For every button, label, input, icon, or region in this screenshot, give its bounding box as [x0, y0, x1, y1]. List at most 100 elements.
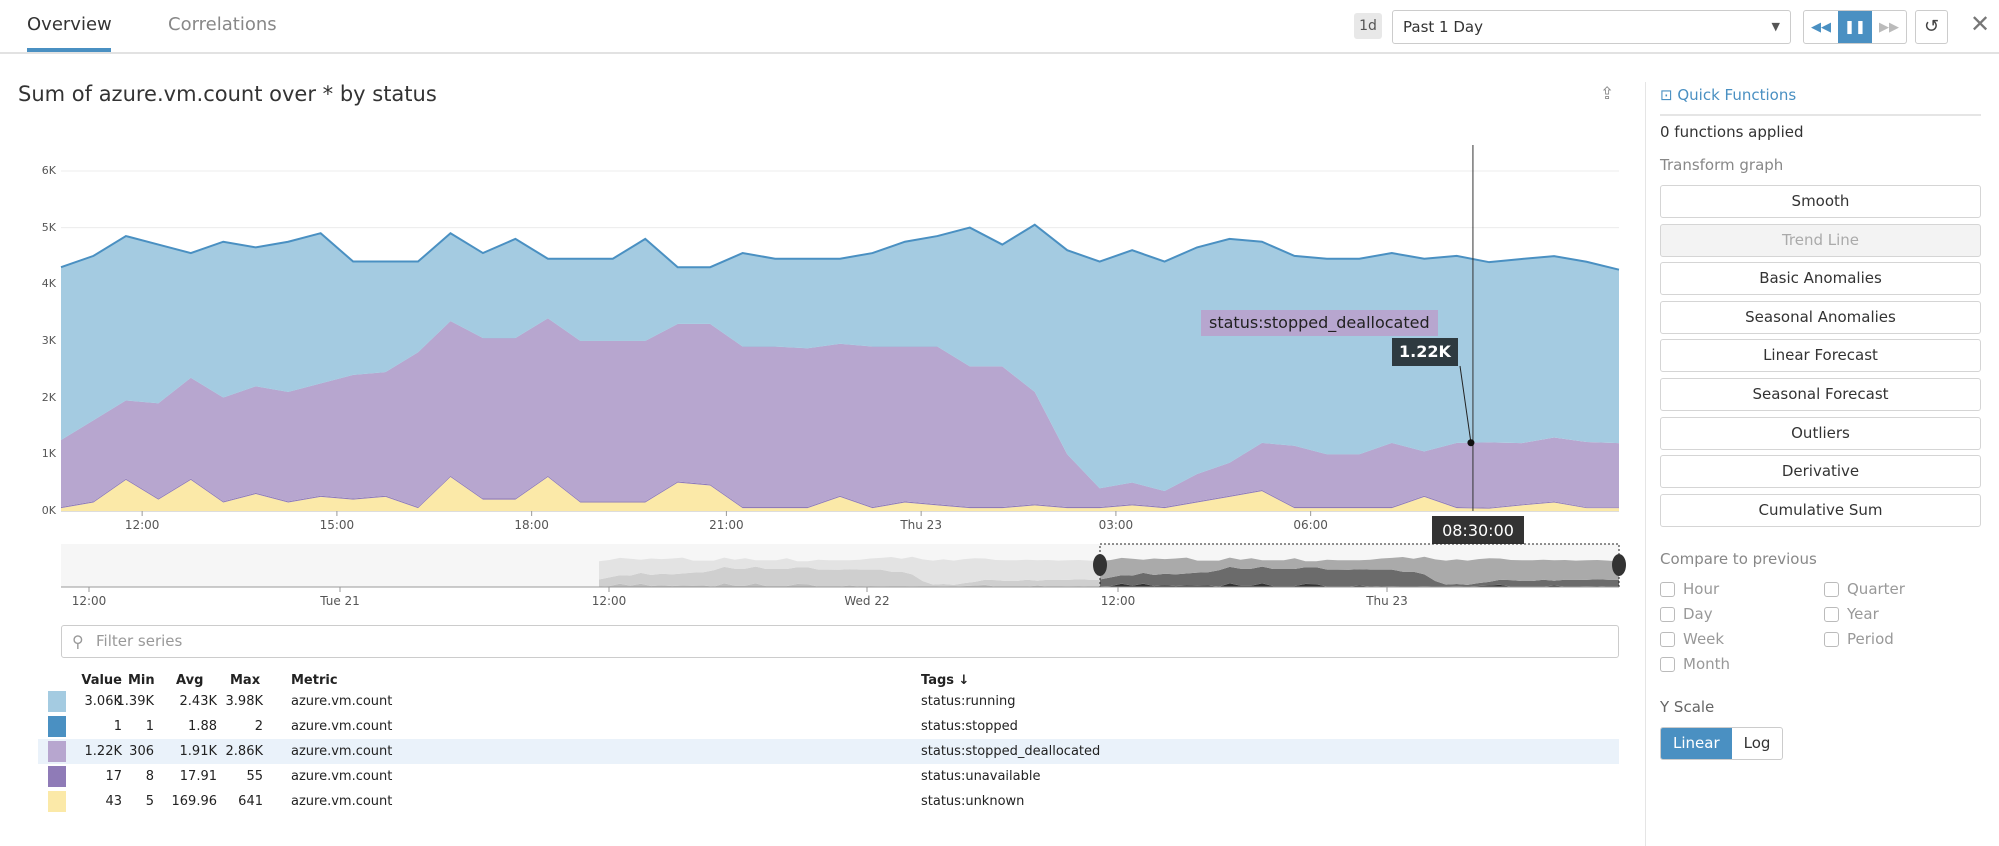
cell-avg: 169.96 [171, 794, 218, 809]
quick-functions-title: Quick Functions [1677, 86, 1797, 104]
cell-tags: status:running [921, 694, 1016, 709]
table-row[interactable]: 3.06K 1.39K 2.43K 3.98K azure.vm.count status… [38, 689, 1619, 714]
tab-overview[interactable]: Overview [27, 14, 112, 35]
tab-correlations[interactable]: Correlations [168, 14, 277, 35]
checkbox[interactable] [1824, 606, 1839, 622]
cell-avg: 2.43K [179, 694, 217, 709]
table-row[interactable]: 43 5 169.96 641 azure.vm.count status:unknown [38, 789, 1619, 814]
cell-max: 641 [238, 794, 263, 809]
search-icon: ⚲ [72, 632, 84, 651]
yscale-log[interactable]: Log [1743, 734, 1771, 752]
area-stopped-deallocated[interactable] [61, 318, 1619, 508]
area-running[interactable] [61, 224, 1619, 492]
cell-value: 1.22K [84, 744, 122, 759]
caret-down-icon: ▼ [1771, 20, 1780, 33]
quick-functions-toggle[interactable]: ⊡ Quick Functions [1660, 86, 1796, 104]
checkbox-label: Year [1847, 605, 1879, 623]
divider [1660, 114, 1981, 116]
navigator-area [599, 556, 1100, 585]
col-min[interactable]: Min [128, 673, 155, 688]
y-tick-label: 1K [41, 447, 56, 461]
rewind-icon[interactable]: ◀◀ [1811, 19, 1831, 35]
filter-placeholder: Filter series [96, 632, 183, 650]
checkbox[interactable] [1660, 631, 1675, 647]
timeframe-select[interactable]: Past 1 Day ▼ [1392, 10, 1791, 44]
y-tick-label: 2K [41, 390, 56, 404]
cell-metric: azure.vm.count [291, 694, 393, 709]
function-button-linear-forecast[interactable]: Linear Forecast [1660, 339, 1981, 373]
navigator-area [1100, 583, 1619, 587]
cell-min: 1 [145, 719, 154, 734]
panel-collapse-icon: ⊡ [1660, 86, 1678, 104]
table-row[interactable]: 1 1 1.88 2 azure.vm.count status:stopped [38, 714, 1619, 739]
compare-day[interactable]: Day [1660, 605, 1713, 623]
close-icon[interactable]: ✕ [1970, 10, 1991, 38]
timeframe-badge: 1d [1354, 13, 1382, 39]
cell-max: 2.86K [225, 744, 263, 759]
timeline-navigator[interactable] [0, 540, 1640, 620]
cell-avg: 1.91K [179, 744, 217, 759]
cell-avg: 17.91 [179, 769, 217, 784]
yscale-label: Y Scale [1660, 698, 1715, 716]
main-chart[interactable] [0, 140, 1640, 550]
navigator-tick-label: Tue 21 [320, 594, 360, 608]
y-tick-label: 4K [41, 277, 56, 291]
compare-month[interactable]: Month [1660, 655, 1730, 673]
navigator-handle-right[interactable] [1612, 554, 1626, 576]
function-button-smooth[interactable]: Smooth [1660, 185, 1981, 218]
checkbox[interactable] [1660, 581, 1675, 597]
x-tick-label: 03:00 [1098, 518, 1134, 532]
function-button-derivative[interactable]: Derivative [1660, 455, 1981, 489]
checkbox-label: Quarter [1847, 580, 1905, 598]
checkbox[interactable] [1660, 606, 1675, 622]
function-button-cumulative-sum[interactable]: Cumulative Sum [1660, 493, 1981, 527]
x-tick-label: 21:00 [709, 518, 744, 532]
col-tags[interactable]: Tags ↓ [921, 673, 970, 688]
cell-metric: azure.vm.count [291, 794, 393, 809]
checkbox-label: Day [1683, 605, 1713, 623]
share-icon[interactable]: ⇪ [1600, 84, 1615, 104]
compare-week[interactable]: Week [1660, 630, 1724, 648]
navigator-area [1100, 566, 1619, 587]
function-button-seasonal-forecast[interactable]: Seasonal Forecast [1660, 378, 1981, 411]
col-value[interactable]: Value [81, 673, 122, 688]
cell-max: 55 [246, 769, 263, 784]
col-max[interactable]: Max [230, 673, 261, 688]
yscale-linear[interactable]: Linear [1661, 728, 1732, 759]
x-tick-label: 18:00 [514, 518, 549, 532]
function-button-basic-anomalies[interactable]: Basic Anomalies [1660, 262, 1981, 296]
area-unknown[interactable] [61, 477, 1619, 511]
series-color-swatch [48, 691, 66, 712]
table-row[interactable]: 1.22K 306 1.91K 2.86K azure.vm.count status:s… [38, 739, 1619, 764]
checkbox[interactable] [1824, 581, 1839, 597]
function-button-seasonal-anomalies[interactable]: Seasonal Anomalies [1660, 300, 1981, 334]
checkbox-label: Period [1847, 630, 1894, 648]
series-color-swatch [48, 741, 66, 762]
compare-year[interactable]: Year [1824, 605, 1879, 623]
navigator-tick-label: 12:00 [1100, 594, 1136, 608]
fast-forward-icon[interactable]: ▶▶ [1879, 19, 1899, 35]
checkbox[interactable] [1660, 656, 1675, 672]
col-avg[interactable]: Avg [176, 673, 204, 688]
checkbox-label: Week [1683, 630, 1725, 648]
compare-hour[interactable]: Hour [1660, 580, 1719, 598]
navigator-handle-left[interactable] [1093, 554, 1107, 576]
pause-icon[interactable]: ❚❚ [1838, 11, 1872, 43]
hover-point [1467, 439, 1475, 447]
side-panel-divider [1645, 82, 1646, 846]
undo-icon[interactable]: ↺ [1915, 10, 1948, 44]
compare-quarter[interactable]: Quarter [1824, 580, 1905, 598]
col-metric[interactable]: Metric [291, 673, 338, 688]
compare-period[interactable]: Period [1824, 630, 1894, 648]
filter-series-input[interactable]: ⚲ Filter series [61, 625, 1619, 658]
function-button-trend-line[interactable]: Trend Line [1660, 223, 1981, 257]
cell-tags: status:stopped_deallocated [921, 744, 1101, 759]
x-tick-label: 06:00 [1293, 518, 1328, 532]
function-button-outliers[interactable]: Outliers [1660, 416, 1981, 450]
cell-metric: azure.vm.count [291, 744, 393, 759]
checkbox[interactable] [1824, 631, 1839, 647]
y-tick-label: 6K [41, 164, 56, 177]
checkbox-label: Month [1683, 655, 1731, 673]
table-row[interactable]: 17 8 17.91 55 azure.vm.count status:unavailab… [38, 764, 1619, 789]
navigator-tick-label: Wed 22 [844, 594, 890, 608]
